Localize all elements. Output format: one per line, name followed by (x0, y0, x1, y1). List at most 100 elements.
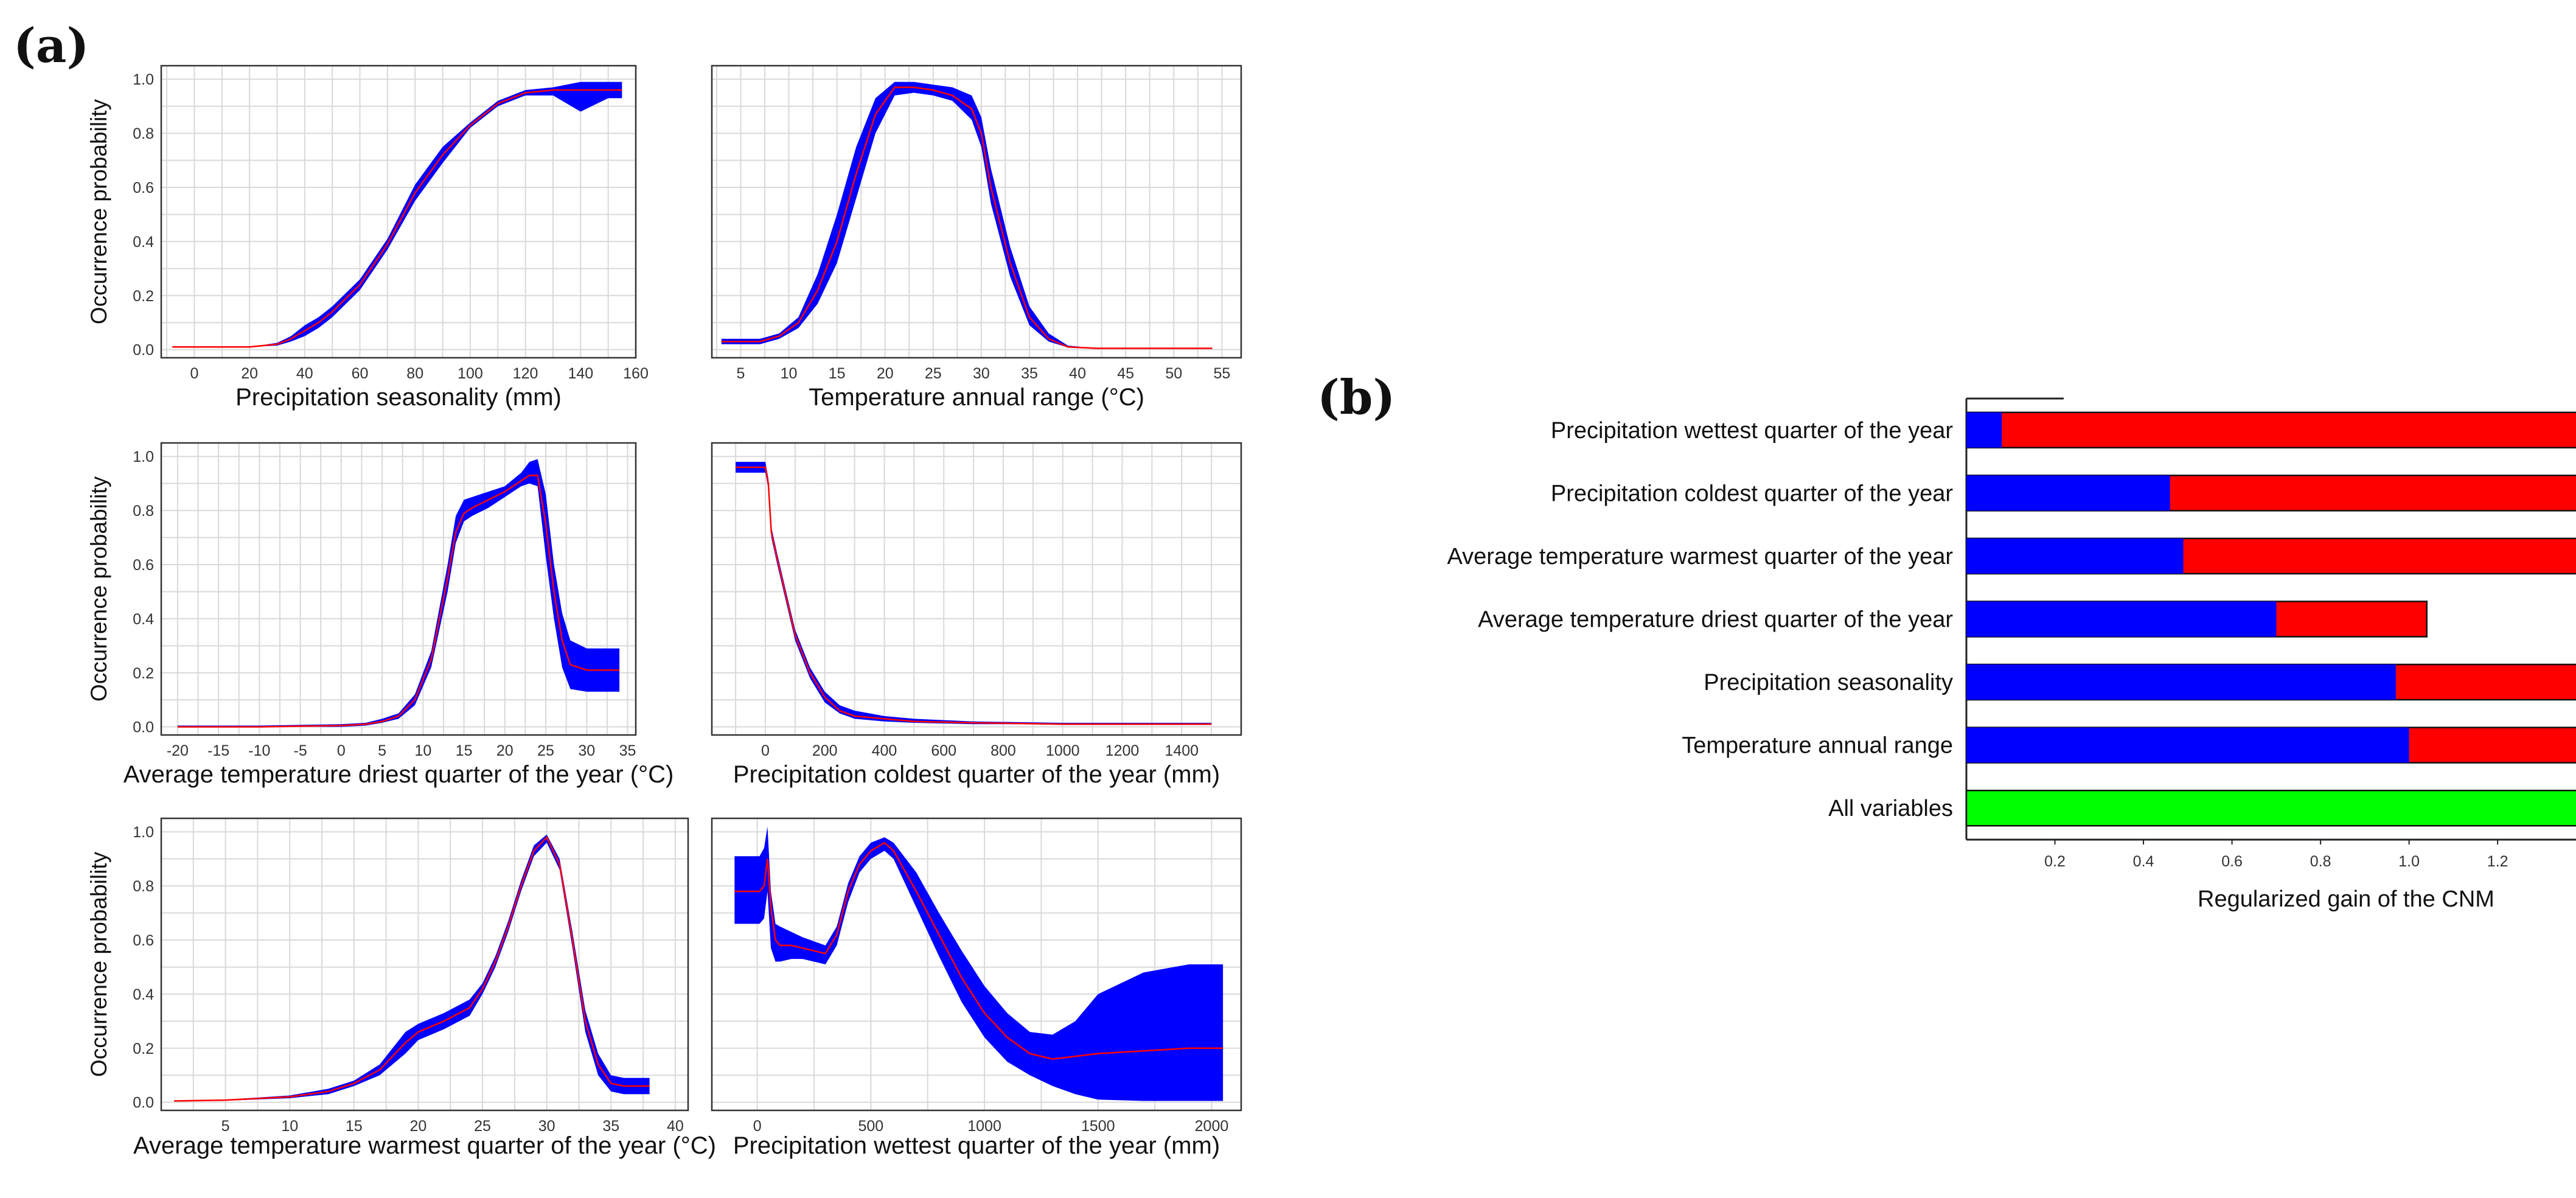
mean-response-line (177, 475, 620, 728)
x-tick-label: 1500 (1081, 1118, 1115, 1135)
plot-frame (160, 64, 637, 359)
x-tick-label: 40 (1069, 365, 1086, 382)
bar-category-label: Precipitation wettest quarter of the yea… (1551, 418, 1953, 444)
chart-regularized-gain: Precipitation wettest quarter of the yea… (1447, 397, 2576, 912)
y-tick-label: 0.2 (133, 288, 154, 305)
confidence-band (172, 82, 622, 347)
chart-temperature-annual-range: 5 10 15 20 25 30 35 40 45 50 55 Temperature annual … (711, 64, 1242, 411)
x-tick-label: 0 (190, 365, 198, 382)
bar-gain-variable-alone (1966, 412, 2002, 448)
y-tick-label: 0.2 (133, 665, 154, 682)
bar-gain-variable-alone (1966, 538, 2184, 574)
x-tick-label: 5 (378, 742, 386, 759)
plot-frame (160, 817, 689, 1112)
x-tick-label: 0 (753, 1118, 762, 1135)
x-tick-label: 1400 (1164, 742, 1199, 759)
x-tick-label: 0.8 (2310, 853, 2331, 870)
bar-category-label: Temperature annual range (1682, 733, 1953, 759)
x-tick-label: 100 (458, 365, 483, 382)
panel-b-label: (b) (1317, 370, 1395, 425)
bar-gain-variable-alone (1966, 475, 2170, 511)
x-axis-label: Regularized gain of the CNM (2198, 886, 2494, 912)
x-tick-label: 25 (537, 742, 554, 759)
x-tick-label: 120 (513, 365, 538, 382)
x-tick-label: 25 (925, 365, 942, 382)
y-tick-label: 0.4 (133, 611, 154, 628)
x-axis-label: Average temperature driest quarter of th… (124, 761, 674, 788)
y-axis-label: Occurrence probability (86, 476, 111, 702)
x-tick-label: 15 (346, 1118, 363, 1135)
mean-response-line (172, 89, 622, 348)
x-tick-label: 45 (1117, 365, 1134, 382)
plot-frame (711, 64, 1242, 359)
mean-response-line (721, 86, 1213, 349)
x-tick-label: 200 (812, 742, 838, 759)
x-tick-label: 10 (281, 1118, 298, 1135)
y-tick-label: 0.8 (133, 503, 154, 520)
x-tick-label: -10 (248, 742, 270, 759)
x-tick-label: 30 (973, 365, 990, 382)
x-tick-label: 20 (496, 742, 513, 759)
y-tick-label: 0.8 (133, 878, 154, 895)
bar-category-label: Precipitation coldest quarter of the yea… (1551, 481, 1953, 506)
x-tick-label: 1.2 (2487, 853, 2508, 870)
x-tick-label: 35 (1021, 365, 1038, 382)
y-tick-label: 0.6 (133, 179, 154, 197)
y-tick-label: 0.4 (133, 234, 154, 251)
plot-frame (711, 442, 1242, 736)
x-tick-label: 20 (410, 1118, 427, 1135)
mean-response-line (734, 841, 1224, 1060)
x-tick-label: -20 (167, 742, 189, 759)
bar-category-label: All variables (1828, 796, 1953, 821)
y-tick-label: 0.2 (133, 1040, 154, 1057)
x-tick-label: 40 (667, 1118, 684, 1135)
bar-gain-without-variable (1965, 411, 2576, 449)
x-tick-label: 1000 (967, 1118, 1001, 1135)
chart-avg-temp-driest-quarter: -20 -15 -10 -5 0 5 10 15 20 25 30 35 0.0 0.2 0.4 0.6 0.8… (86, 442, 674, 788)
bar-category-label: Average temperature warmest quarter of t… (1447, 544, 1954, 569)
y-tick-label: 1.0 (133, 448, 154, 465)
y-tick-label: 0.6 (133, 557, 154, 574)
x-tick-label: 30 (578, 742, 595, 759)
x-tick-label: 800 (990, 742, 1016, 759)
x-tick-label: 600 (931, 742, 956, 759)
x-axis-label: Average temperature warmest quarter of t… (133, 1132, 716, 1159)
bar-gain-variable-alone (1966, 727, 2409, 763)
y-tick-label: 1.0 (133, 824, 154, 841)
confidence-band (721, 82, 1213, 349)
panel-a-label: (a) (13, 18, 89, 74)
x-tick-label: 1000 (1046, 742, 1080, 759)
x-tick-label: 10 (414, 742, 431, 759)
bar-category-label: Precipitation seasonality (1704, 670, 1953, 695)
y-axis-label: Occurrence probability (86, 851, 111, 1077)
bar-all-variables (1965, 789, 2576, 827)
y-axis-label: Occurrence probability (86, 99, 111, 324)
x-tick-label: 80 (406, 365, 423, 382)
x-tick-label: 0.2 (2044, 853, 2066, 870)
x-tick-label: 55 (1213, 365, 1230, 382)
x-axis-label: Precipitation coldest quarter of the yea… (733, 761, 1220, 788)
y-tick-label: 0.8 (133, 125, 154, 142)
x-tick-label: 400 (872, 742, 897, 759)
x-tick-label: 30 (538, 1118, 555, 1135)
x-tick-label: 1200 (1105, 742, 1140, 759)
x-tick-label: 0.6 (2221, 853, 2243, 870)
x-tick-label: 5 (221, 1118, 230, 1135)
x-tick-label: 0.4 (2133, 853, 2154, 870)
y-tick-label: 1.0 (133, 71, 154, 88)
x-tick-label: 500 (858, 1118, 884, 1135)
x-tick-label: 40 (296, 365, 313, 382)
x-tick-label: 10 (781, 365, 798, 382)
x-tick-label: 25 (474, 1118, 491, 1135)
x-axis-label: Precipitation seasonality (mm) (235, 384, 562, 411)
x-tick-label: 1.0 (2398, 853, 2420, 870)
chart-avg-temp-warmest-quarter: 5 10 15 20 25 30 35 40 0.0 0.2 0.4 0.6 0.8 1.0 Average… (86, 817, 716, 1159)
bar-category-label: Average temperature driest quarter of th… (1478, 607, 1953, 633)
bar-gain-variable-alone (1966, 664, 2396, 700)
x-tick-label: 20 (877, 365, 894, 382)
x-tick-label: 35 (619, 742, 636, 759)
x-tick-label: 5 (737, 365, 745, 382)
confidence-band (174, 834, 650, 1101)
